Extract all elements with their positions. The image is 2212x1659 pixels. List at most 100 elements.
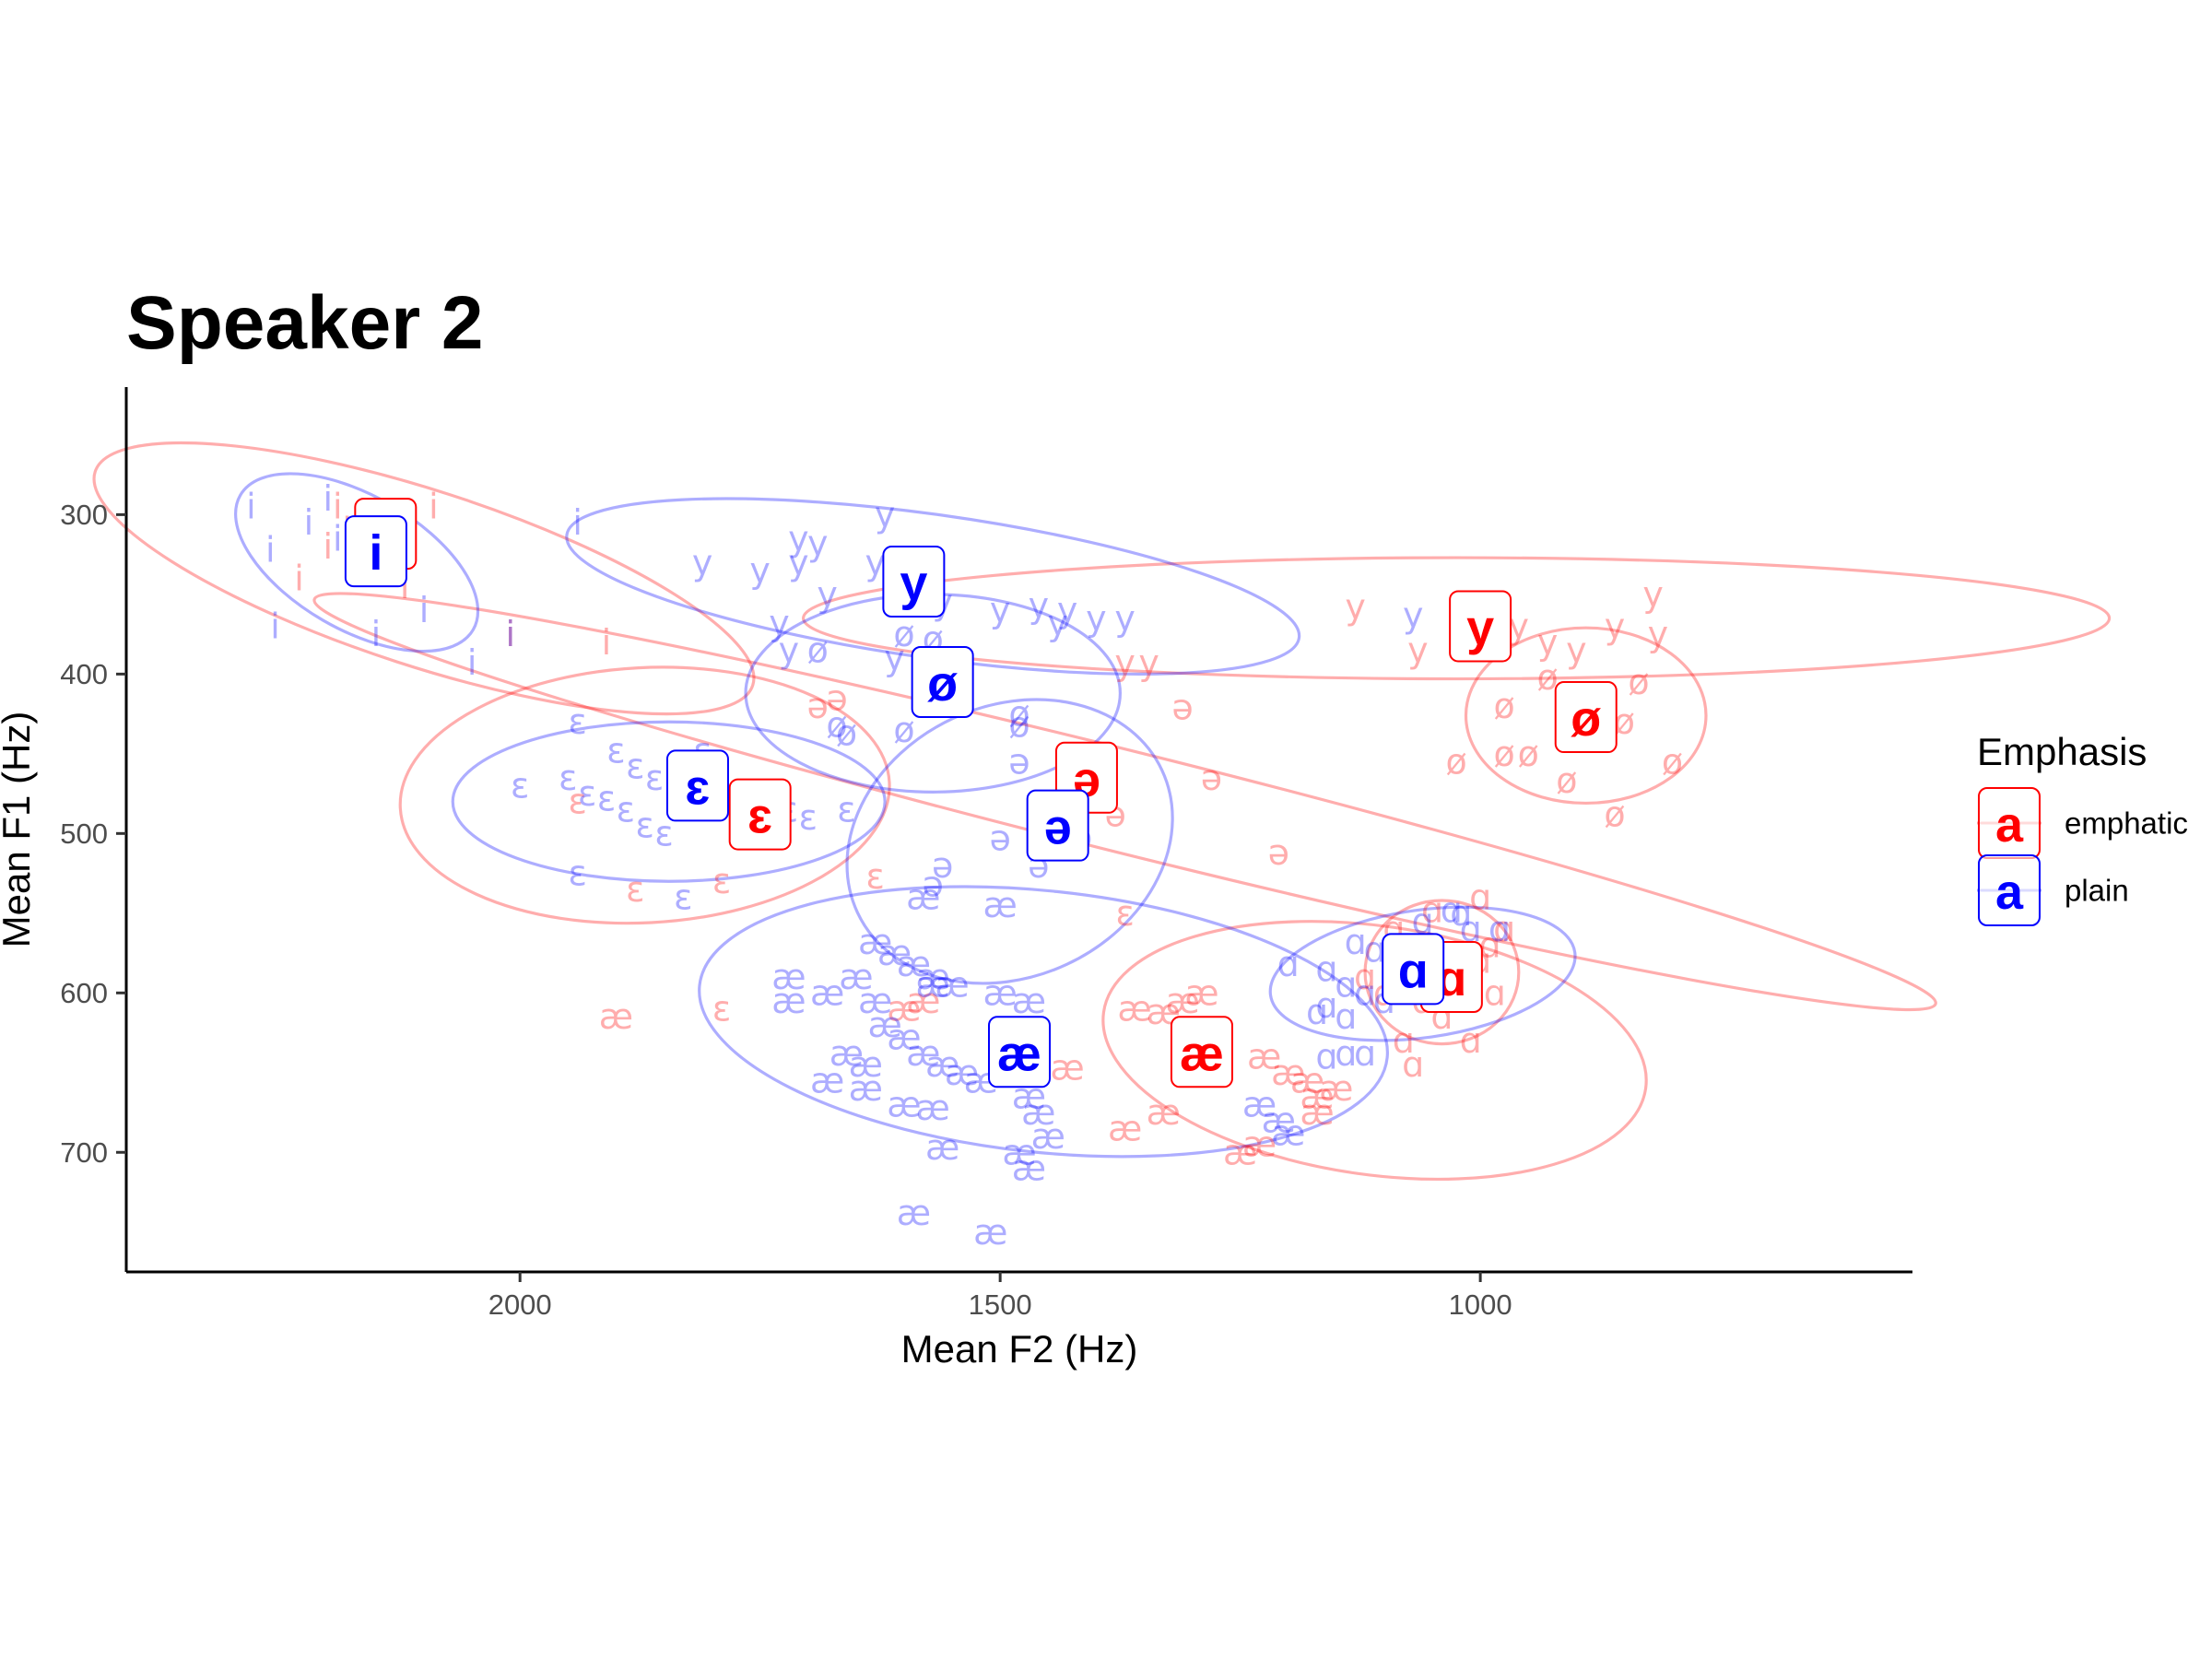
emphatic-token-y: y	[1605, 606, 1626, 646]
emphatic-mean-y: y	[1449, 590, 1512, 663]
plain-mean-box	[1382, 933, 1445, 1006]
plain-token-i: i	[572, 502, 582, 543]
plain-token-i: i	[419, 590, 429, 630]
plain-token-ae: æ	[887, 1084, 921, 1124]
emphatic-token-y: y	[1407, 629, 1429, 670]
plain-token-y: y	[1029, 585, 1050, 626]
plain-token-epsilon: ɛ	[606, 730, 626, 771]
plain-mean-label: i	[369, 525, 382, 581]
emphatic-token-ae: æ	[1050, 1048, 1084, 1088]
plain-token-o-slash: ø	[1008, 694, 1030, 735]
emphatic-ellipse	[801, 556, 2112, 681]
emphatic-token-y: y	[1566, 629, 1587, 670]
plain-mean-i: i	[344, 515, 407, 588]
plain-token-y: y	[788, 518, 809, 559]
plain-mean-label: ə	[1044, 800, 1072, 855]
plain-token-ae: æ	[810, 972, 844, 1013]
emphatic-mean-label: ø	[1571, 691, 1601, 747]
plain-token-alpha: ɑ	[1345, 922, 1367, 962]
plain-mean-y: y	[882, 546, 946, 618]
emphatic-token-o-slash: ø	[1494, 686, 1515, 726]
emphatic-token-i: i	[505, 614, 515, 654]
plain-token-ae: æ	[916, 1088, 950, 1128]
emphatic-mean-label: æ	[1180, 1026, 1224, 1081]
legend-title: Emphasis	[1977, 730, 2147, 773]
plain-token-epsilon: ɛ	[645, 758, 665, 798]
plain-token-alpha: ɑ	[1354, 1033, 1376, 1074]
emphatic-mean-box	[1170, 1016, 1233, 1088]
plain-token-epsilon: ɛ	[799, 797, 818, 838]
y-axis-title: Mean F1 (Hz)	[0, 712, 38, 948]
emphatic-token-alpha: ɑ	[1493, 909, 1515, 949]
emphatic-token-epsilon: ɛ	[1115, 893, 1135, 934]
plain-token-epsilon: ɛ	[654, 813, 674, 853]
emphatic-mean-label: y	[1466, 600, 1494, 655]
plain-mean-epsilon: ɛ	[665, 749, 729, 822]
plain-token-alpha: ɑ	[1277, 944, 1300, 984]
plain-token-ae: æ	[897, 1193, 931, 1233]
plain-token-ae: æ	[982, 885, 1017, 925]
plain-token-ae: æ	[849, 1044, 883, 1085]
plain-token-i: i	[304, 502, 314, 543]
plain-token-ae: æ	[945, 1053, 979, 1093]
emphatic-token-ae: æ	[1271, 1053, 1305, 1093]
plain-token-epsilon: ɛ	[568, 701, 587, 742]
emphatic-token-i: i	[333, 487, 343, 527]
plain-token-y: y	[1114, 598, 1135, 639]
emphatic-mean-o-slash: ø	[1554, 681, 1618, 754]
emphatic-token-epsilon: ɛ	[626, 869, 645, 910]
emphatic-token-y: y	[1537, 622, 1559, 663]
emphatic-token-alpha: ɑ	[1469, 877, 1491, 918]
plain-token-epsilon: ɛ	[617, 789, 636, 830]
emphatic-token-o-slash: ø	[1494, 734, 1515, 774]
emphatic-token-y: y	[1138, 642, 1159, 683]
plain-token-o-slash: ø	[893, 614, 914, 654]
emphatic-token-y: y	[1345, 587, 1366, 628]
emphatic-token-ae: æ	[1165, 981, 1199, 1021]
emphatic-token-ae: æ	[1247, 1036, 1281, 1077]
plain-token-ae: æ	[771, 981, 806, 1021]
plain-mean-box	[911, 646, 974, 718]
plain-token-ae: æ	[897, 944, 931, 984]
plain-token-ae: æ	[916, 957, 950, 997]
plain-token-i: i	[371, 614, 382, 654]
plain-ellipse	[845, 698, 1174, 985]
emphatic-token-ae: æ	[599, 996, 633, 1037]
emphatic-token-ae: æ	[1300, 1077, 1334, 1117]
plain-token-y: y	[749, 550, 771, 591]
plain-ellipse	[1268, 905, 1577, 1042]
y-tick-label: 400	[60, 658, 108, 690]
emphatic-mean-box	[1449, 590, 1512, 663]
plain-token-o-slash: ø	[1008, 705, 1030, 746]
y-tick-label: 600	[60, 977, 108, 1009]
plot-area: iiiiiiiiiiyyyyyyyyyyyøøøøøøøøøøøəəəəəəɛɛ…	[92, 441, 2112, 1253]
plain-token-i: i	[324, 478, 334, 519]
chart-title: Speaker 2	[126, 281, 484, 365]
plain-token-y: y	[1086, 598, 1107, 639]
emphatic-token-ae: æ	[887, 989, 921, 1030]
emphatic-token-ae: æ	[1223, 1132, 1257, 1172]
plain-token-o-slash: ø	[826, 705, 847, 746]
vowel-mean-labels: iyøəɛɑæiyøɛəɑæ	[344, 498, 1618, 1088]
plain-token-y: y	[875, 494, 896, 535]
x-axis-title: Mean F2 (Hz)	[901, 1327, 1138, 1371]
plain-token-alpha: ɑ	[1315, 985, 1337, 1026]
y-tick-label: 300	[60, 499, 108, 531]
plain-token-schwa: ə	[923, 865, 944, 905]
plain-token-ae: æ	[1002, 1132, 1036, 1172]
legend-keys: a emphatic a plain	[1977, 787, 2188, 926]
plain-mean-alpha: ɑ	[1382, 933, 1445, 1006]
x-axis-ticks: 2000 1500 1000	[488, 1272, 1512, 1321]
plain-token-ae: æ	[906, 1033, 940, 1074]
emphatic-token-o-slash: ø	[1604, 794, 1625, 835]
emphatic-ellipse	[398, 665, 891, 925]
plain-token-alpha: ɑ	[1315, 948, 1337, 989]
plain-mean-box	[344, 515, 407, 588]
legend: Emphasis a emphatic a plain	[1977, 730, 2188, 926]
plain-mean-box	[882, 546, 946, 618]
emphatic-mean-label: ɛ	[747, 789, 772, 844]
plain-token-epsilon: ɛ	[568, 853, 587, 894]
emphatic-token-o-slash: ø	[1536, 657, 1558, 698]
plain-mean-label: ø	[927, 656, 958, 712]
